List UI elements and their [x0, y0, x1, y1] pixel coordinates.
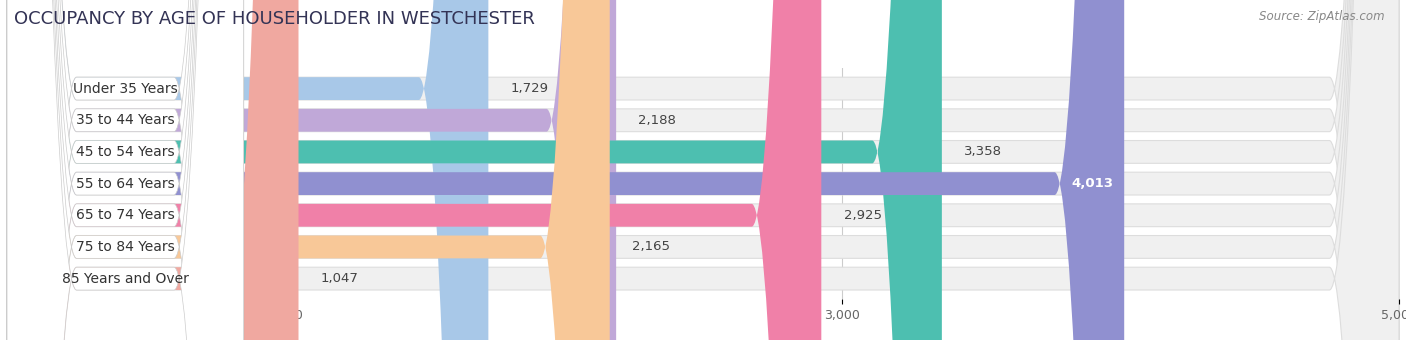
FancyBboxPatch shape [7, 0, 1399, 340]
Text: 75 to 84 Years: 75 to 84 Years [76, 240, 174, 254]
FancyBboxPatch shape [7, 0, 243, 340]
FancyBboxPatch shape [7, 0, 243, 340]
FancyBboxPatch shape [7, 0, 1399, 340]
Text: 85 Years and Over: 85 Years and Over [62, 272, 188, 286]
Text: 3,358: 3,358 [965, 146, 1002, 158]
FancyBboxPatch shape [7, 0, 298, 340]
FancyBboxPatch shape [7, 0, 488, 340]
Text: 4,013: 4,013 [1071, 177, 1114, 190]
Text: 45 to 54 Years: 45 to 54 Years [76, 145, 174, 159]
Text: 55 to 64 Years: 55 to 64 Years [76, 176, 174, 191]
FancyBboxPatch shape [7, 0, 1399, 340]
FancyBboxPatch shape [7, 0, 616, 340]
Text: 1,047: 1,047 [321, 272, 359, 285]
Text: 1,729: 1,729 [510, 82, 548, 95]
FancyBboxPatch shape [7, 0, 243, 340]
FancyBboxPatch shape [7, 0, 610, 340]
Text: 2,188: 2,188 [638, 114, 676, 127]
FancyBboxPatch shape [7, 0, 1399, 340]
FancyBboxPatch shape [7, 0, 243, 340]
Text: OCCUPANCY BY AGE OF HOUSEHOLDER IN WESTCHESTER: OCCUPANCY BY AGE OF HOUSEHOLDER IN WESTC… [14, 10, 534, 28]
FancyBboxPatch shape [7, 0, 243, 340]
FancyBboxPatch shape [7, 0, 942, 340]
FancyBboxPatch shape [7, 0, 243, 340]
Text: Source: ZipAtlas.com: Source: ZipAtlas.com [1260, 10, 1385, 23]
FancyBboxPatch shape [7, 0, 243, 340]
FancyBboxPatch shape [7, 0, 1399, 340]
FancyBboxPatch shape [7, 0, 1399, 340]
FancyBboxPatch shape [7, 0, 1125, 340]
FancyBboxPatch shape [7, 0, 1399, 340]
Text: 2,165: 2,165 [633, 240, 671, 253]
Text: Under 35 Years: Under 35 Years [73, 82, 177, 96]
FancyBboxPatch shape [7, 0, 821, 340]
Text: 35 to 44 Years: 35 to 44 Years [76, 113, 174, 127]
Text: 2,925: 2,925 [844, 209, 882, 222]
Text: 65 to 74 Years: 65 to 74 Years [76, 208, 174, 222]
